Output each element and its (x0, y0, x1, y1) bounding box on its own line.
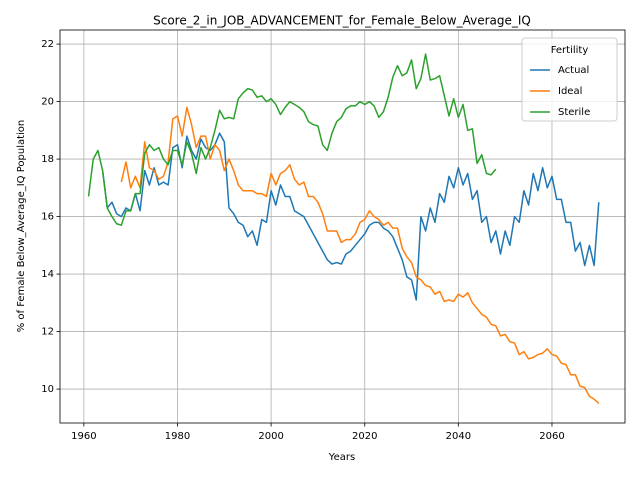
x-tick-label: 2060 (539, 431, 564, 442)
x-axis-label: Years (328, 452, 355, 463)
y-tick-label: 20 (41, 97, 54, 108)
y-axis-label: % of Female Below_Average_IQ Population (16, 120, 27, 333)
y-tick-label: 16 (41, 212, 54, 223)
chart-title: Score_2_in_JOB_ADVANCEMENT_for_Female_Be… (153, 14, 531, 28)
y-tick-label: 12 (41, 327, 54, 338)
y-tick-label: 14 (41, 269, 54, 280)
x-tick-label: 1960 (71, 431, 96, 442)
x-tick-label: 1980 (165, 431, 190, 442)
legend-label: Ideal (558, 86, 582, 97)
legend-box (521, 37, 618, 122)
x-tick-label: 2040 (446, 431, 471, 442)
legend-label: Sterile (558, 107, 590, 118)
legend-label: Actual (558, 65, 589, 76)
plot-frame (59, 29, 626, 424)
legend-title: Fertility (551, 45, 589, 56)
legend: Fertility Actual Ideal Sterile (521, 37, 618, 122)
y-tick-label: 22 (41, 39, 54, 50)
y-tick-label: 10 (41, 384, 54, 395)
x-tick-label: 2000 (258, 431, 283, 442)
line (87, 53, 497, 226)
x-tick-label: 2020 (352, 431, 377, 442)
line (120, 106, 600, 405)
y-tick-label: 18 (41, 154, 54, 165)
